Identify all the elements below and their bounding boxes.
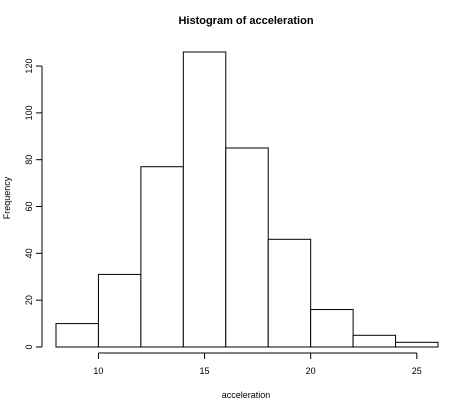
x-axis: 10 15 20 25 — [93, 352, 422, 376]
histogram-bar-6 — [267, 238, 312, 348]
y-tick-label: 80 — [24, 155, 34, 165]
histogram-bar-5 — [225, 147, 269, 348]
x-axis-label: acceleration — [222, 390, 271, 400]
histogram-bar-3 — [140, 166, 184, 348]
x-tick-label: 15 — [200, 366, 210, 376]
x-tick-label: 20 — [306, 366, 316, 376]
y-axis-label: Frequency — [2, 176, 12, 219]
bars-group — [55, 51, 439, 348]
y-tick-label: 20 — [24, 295, 34, 305]
histogram-bar-9 — [395, 341, 439, 348]
histogram-bar-2 — [97, 273, 142, 348]
x-tick-label: 10 — [93, 366, 103, 376]
y-tick-label: 120 — [24, 59, 34, 74]
histogram-bar-4 — [182, 51, 227, 348]
histogram-bar-7 — [310, 309, 354, 348]
histogram-bar-1 — [55, 323, 99, 348]
y-tick-label: 60 — [24, 202, 34, 212]
histogram-bar-8 — [352, 334, 397, 348]
y-axis: 0 20 40 60 80 100 120 — [24, 59, 43, 350]
chart-title: Histogram of acceleration — [178, 15, 313, 27]
y-tick-label: 40 — [24, 248, 34, 258]
y-tick-label: 100 — [24, 105, 34, 120]
x-tick-label: 25 — [412, 366, 422, 376]
y-tick-label: 0 — [24, 344, 34, 349]
